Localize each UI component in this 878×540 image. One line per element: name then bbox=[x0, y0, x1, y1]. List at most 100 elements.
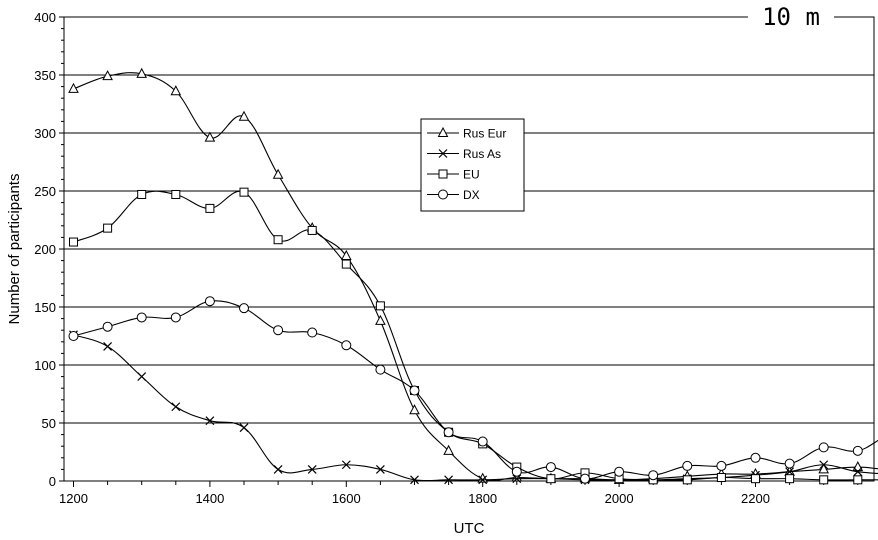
data-point-dx bbox=[648, 470, 659, 481]
data-point-eu bbox=[546, 474, 556, 484]
data-point-rus-as bbox=[103, 342, 113, 351]
data-point-rus-as bbox=[341, 460, 351, 470]
y-tick-label: 50 bbox=[42, 416, 56, 431]
data-point-rus-eur bbox=[238, 110, 250, 121]
x-tick-label: 1200 bbox=[59, 491, 88, 506]
data-point-dx bbox=[102, 321, 113, 332]
data-point-rus-eur bbox=[272, 168, 284, 179]
legend-item-rus-as: Rus As bbox=[427, 147, 501, 161]
legend-marker bbox=[438, 169, 448, 179]
data-point-rus-eur bbox=[170, 85, 182, 96]
series-line-rus-as bbox=[73, 334, 878, 482]
y-axis-label: Number of participants bbox=[6, 174, 23, 325]
data-point-eu bbox=[273, 235, 283, 245]
data-point-eu bbox=[853, 475, 863, 485]
data-point-dx bbox=[580, 473, 590, 484]
data-point-eu bbox=[785, 474, 795, 484]
data-point-rus-as bbox=[410, 475, 419, 485]
y-tick-label: 100 bbox=[34, 358, 56, 373]
legend-label: DX bbox=[463, 188, 480, 202]
y-tick-labels: 0 50 100 150 200 250 300 350 400 bbox=[34, 10, 56, 489]
data-point-eu bbox=[205, 203, 215, 213]
data-point-eu bbox=[341, 259, 351, 269]
data-point-eu bbox=[751, 474, 760, 484]
y-tick-label: 200 bbox=[34, 242, 56, 257]
data-point-dx bbox=[136, 312, 147, 323]
data-point-rus-as bbox=[137, 372, 147, 382]
data-point-rus-as bbox=[171, 402, 181, 412]
data-point-rus-as bbox=[239, 423, 249, 433]
legend-marker bbox=[437, 126, 449, 137]
series-eu bbox=[69, 187, 878, 485]
data-point-rus-as bbox=[819, 460, 829, 470]
data-point-dx bbox=[682, 460, 693, 471]
legend-label: Rus Eur bbox=[463, 127, 506, 141]
data-point-dx bbox=[204, 296, 215, 307]
data-point-rus-eur bbox=[443, 444, 454, 455]
data-point-dx bbox=[273, 325, 284, 336]
data-point-dx bbox=[68, 331, 79, 341]
data-point-rus-as bbox=[853, 467, 863, 477]
data-point-rus-as bbox=[375, 464, 385, 474]
data-point-dx bbox=[409, 385, 420, 396]
y-tick-label: 350 bbox=[34, 68, 56, 83]
x-tick-label: 2200 bbox=[741, 491, 770, 506]
data-point-eu bbox=[307, 225, 317, 235]
data-point-dx bbox=[852, 445, 863, 456]
data-point-rus-as bbox=[478, 475, 488, 485]
data-point-eu bbox=[171, 189, 181, 199]
data-point-dx bbox=[545, 462, 556, 473]
x-tick-labels: 1200140016001800200022000000020004000600… bbox=[59, 491, 878, 506]
legend-label: Rus As bbox=[463, 147, 501, 161]
series-dx bbox=[68, 296, 878, 484]
data-point-rus-eur bbox=[852, 461, 864, 472]
data-point-rus-eur bbox=[136, 67, 148, 78]
y-tick-label: 0 bbox=[49, 474, 56, 489]
y-tick-label: 250 bbox=[34, 184, 56, 199]
x-tick-label: 2000 bbox=[605, 491, 634, 506]
data-point-dx bbox=[511, 466, 522, 477]
legend-item-eu: EU bbox=[427, 168, 480, 182]
legend-marker bbox=[438, 189, 448, 200]
x-tick-label: 1400 bbox=[195, 491, 224, 506]
data-point-rus-eur bbox=[68, 82, 79, 93]
band-label-background bbox=[748, 2, 834, 32]
legend-label: EU bbox=[463, 168, 480, 182]
data-point-rus-eur bbox=[409, 404, 420, 415]
data-point-dx bbox=[375, 364, 386, 375]
data-point-eu bbox=[716, 473, 726, 483]
data-point-dx bbox=[239, 303, 249, 314]
y-tick-label: 400 bbox=[34, 10, 56, 25]
legend-marker bbox=[438, 149, 448, 158]
band-label: 10 m bbox=[762, 3, 820, 31]
data-point-dx bbox=[307, 327, 318, 338]
data-point-eu bbox=[69, 237, 78, 247]
data-point-rus-as bbox=[273, 464, 283, 474]
data-point-rus-eur bbox=[102, 70, 113, 81]
data-point-dx bbox=[784, 458, 795, 469]
data-point-rus-eur bbox=[818, 463, 830, 474]
data-point-rus-eur bbox=[204, 131, 216, 142]
data-point-rus-as bbox=[205, 416, 215, 426]
plot-area bbox=[63, 16, 875, 482]
data-point-dx bbox=[443, 427, 454, 438]
data-point-eu bbox=[682, 475, 692, 485]
data-point-eu bbox=[375, 301, 385, 311]
data-point-dx bbox=[170, 312, 181, 323]
data-point-dx bbox=[750, 452, 761, 463]
data-point-rus-as bbox=[307, 464, 317, 474]
series-group bbox=[68, 67, 878, 485]
data-point-rus-as bbox=[444, 475, 454, 485]
y-tick-label: 150 bbox=[34, 300, 56, 315]
x-tick-label: 1600 bbox=[332, 491, 361, 506]
x-tick-label: 1800 bbox=[468, 491, 497, 506]
data-point-eu bbox=[819, 475, 829, 485]
data-point-rus-eur bbox=[375, 314, 386, 325]
legend: Rus Eur Rus As EU DX bbox=[420, 118, 525, 212]
data-point-eu bbox=[103, 223, 113, 233]
data-point-dx bbox=[614, 466, 625, 477]
data-point-dx bbox=[477, 436, 488, 447]
data-point-dx bbox=[818, 442, 829, 453]
data-point-rus-as bbox=[512, 474, 522, 484]
